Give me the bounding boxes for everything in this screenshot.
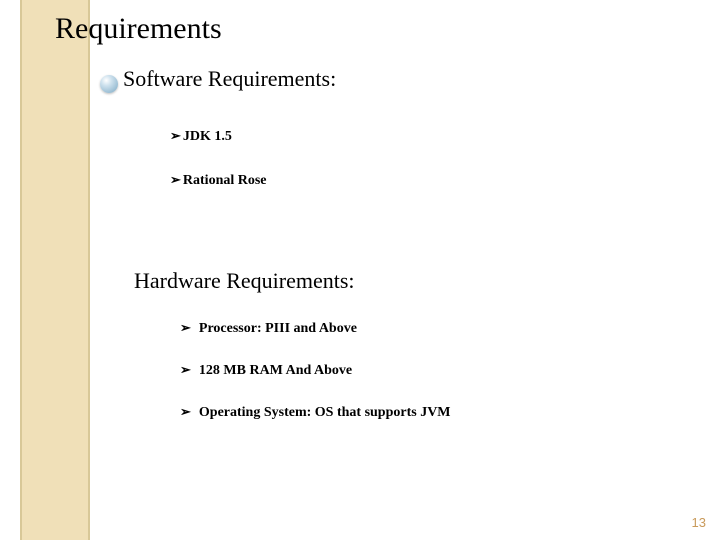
hw-item-1-text: Processor: PIII and Above (199, 321, 357, 336)
section-software-heading: Software Requirements: (123, 66, 336, 92)
hw-item-2: ➢ 128 MB RAM And Above (180, 362, 352, 379)
hw-item-3: ➢ Operating System: OS that supports JVM (180, 404, 451, 421)
chevron-right-icon: ➢ (180, 320, 191, 336)
sw-item-2-text: Rational Rose (183, 173, 267, 188)
bullet-orb-icon (100, 75, 118, 93)
hw-item-1: ➢ Processor: PIII and Above (180, 320, 357, 337)
chevron-right-icon: ➢ (180, 362, 191, 378)
slide: Requirements Software Requirements: ➢JDK… (0, 0, 720, 540)
section-hardware-heading: Hardware Requirements: (134, 268, 355, 294)
hw-item-2-text: 128 MB RAM And Above (199, 363, 352, 378)
chevron-right-icon: ➢ (180, 404, 191, 420)
chevron-right-icon: ➢ (170, 128, 181, 144)
chevron-right-icon: ➢ (170, 172, 181, 188)
sw-item-2: ➢Rational Rose (170, 172, 267, 189)
side-band (20, 0, 90, 540)
sw-item-1: ➢JDK 1.5 (170, 128, 232, 145)
slide-title: Requirements (55, 12, 222, 46)
sw-item-1-text: JDK 1.5 (183, 129, 232, 144)
hw-item-3-text: Operating System: OS that supports JVM (199, 405, 451, 420)
page-number: 13 (692, 515, 706, 530)
